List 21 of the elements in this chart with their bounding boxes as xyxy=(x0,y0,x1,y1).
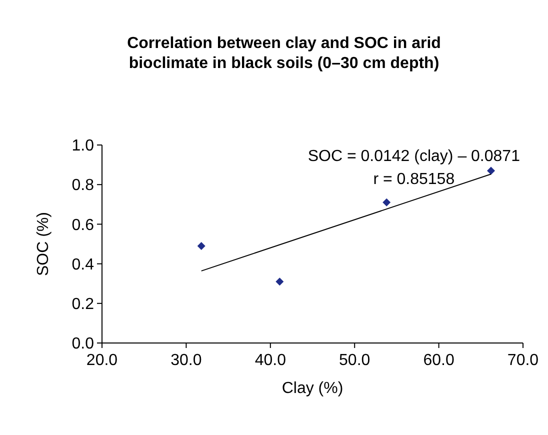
x-tick-label: 70.0 xyxy=(507,352,539,369)
y-tick-label: 0.8 xyxy=(72,177,94,194)
y-tick-label: 0.0 xyxy=(72,336,94,353)
y-tick-label: 0.4 xyxy=(72,256,94,274)
y-tick-label: 1.0 xyxy=(72,138,94,155)
y-tick-label: 0.6 xyxy=(72,216,94,234)
x-tick-label: 20.0 xyxy=(86,352,118,369)
point xyxy=(197,242,206,250)
x-axis-title: Clay (%) xyxy=(282,380,344,397)
point xyxy=(382,198,391,206)
point xyxy=(276,278,284,286)
x-tick-label: 40.0 xyxy=(254,352,286,369)
point xyxy=(487,166,496,175)
x-tick-label: 50.0 xyxy=(339,352,370,369)
annotation: SOC = 0.0142 (clay) – 0.0871 xyxy=(308,148,520,165)
x-tick-label: 30.0 xyxy=(170,352,202,369)
y-axis-title: SOC (%) xyxy=(35,212,52,276)
chart-title: Correlation between clay and SOC in arid bioclimate in black soils (0–30 cm depth) xyxy=(127,35,441,72)
annotation: r = 0.85158 xyxy=(373,170,455,188)
x-tick-label: 60.0 xyxy=(423,352,454,369)
y-tick-label: 0.2 xyxy=(72,296,94,313)
